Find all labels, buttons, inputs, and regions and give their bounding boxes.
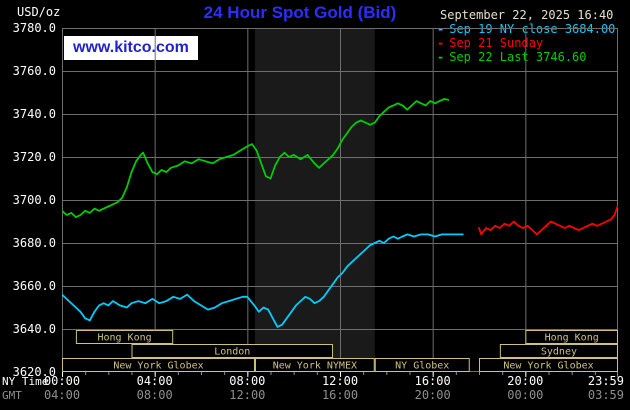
session-label: Sydney [541,347,577,358]
y-tick-label: 3760.0 [12,64,56,78]
session-label: Hong Kong [545,333,599,344]
session-label: New York Globex [503,361,593,372]
chart-title: 24 Hour Spot Gold (Bid) [203,3,397,22]
series-line-sep22-today [62,98,450,219]
session-box [374,358,470,372]
session-box [75,330,174,344]
series-line-sep21-sunday [478,205,618,236]
session-box [254,358,375,372]
x-tick-gmt-label: 16:00 [321,388,359,402]
legend-label-sep22: Sep 22 Last 3746.60 [449,50,587,64]
session-label: Hong Kong [97,333,151,344]
session-box [525,330,618,344]
legend-dash-sep21: - [437,36,445,50]
y-axis-unit-label: USD/oz [17,5,61,19]
chart-datetime: September 22, 2025 16:40 [440,8,614,22]
y-tick-label: 3700.0 [12,193,56,207]
legend-item-sep22: - Sep 22 Last 3746.60 [437,50,615,64]
chart-canvas: Hong Kong Hong Kong London Sydney New York G… [62,28,618,377]
x-tick-ny-label: 20:00 [507,374,544,388]
session-label: New York Globex [113,361,203,372]
ny-time-caption: NY Time [2,375,49,388]
x-axis-ny-time-row: 00:00 04:00 08:00 12:00 16:00 20:00 23:59 [0,375,630,387]
x-tick-gmt-label: 00:00 [507,388,544,402]
y-tick-label: 3740.0 [12,107,56,121]
y-tick-label: 3780.0 [12,21,56,35]
x-tick-ny-label: 16:00 [414,374,451,388]
plot-area: Hong Kong Hong Kong London Sydney New York G… [62,28,618,380]
kitco-watermark-link[interactable]: www.kitco.com [64,36,198,60]
gmt-caption: GMT [2,389,22,402]
y-tick-label: 3620.0 [12,365,56,379]
y-tick-label: 3720.0 [12,150,56,164]
y-tick-label: 3680.0 [12,236,56,250]
legend-label-sep21: Sep 21 Sunday [449,36,544,50]
legend-item-sep21: - Sep 21 Sunday [437,36,615,50]
x-axis-gmt-row: 04:00 08:00 12:00 16:00 20:00 00:00 03:59 [0,389,630,401]
session-label: New York NYMEX [273,361,357,372]
legend-dash-sep22: - [437,50,445,64]
x-tick-ny-label: 23:59 [587,374,624,388]
session-box [499,344,618,358]
y-tick-label: 3640.0 [12,322,56,336]
x-tick-gmt-label: 20:00 [414,388,451,402]
x-tick-gmt-label: 08:00 [136,388,173,402]
session-label: London [214,347,250,358]
series-line-sep19-ny-close [62,233,464,328]
session-label: NY Globex [395,361,449,372]
x-tick-ny-label: 04:00 [136,374,173,388]
x-tick-gmt-label: 12:00 [229,388,266,402]
y-tick-label: 3660.0 [12,279,56,293]
x-tick-ny-label: 12:00 [321,374,359,388]
session-box [479,358,618,372]
session-box [131,344,334,358]
session-box [62,358,255,372]
x-tick-ny-label: 00:00 [43,374,81,388]
x-tick-gmt-label: 03:59 [587,388,624,402]
x-tick-gmt-label: 04:00 [43,388,81,402]
x-tick-ny-label: 08:00 [229,374,266,388]
